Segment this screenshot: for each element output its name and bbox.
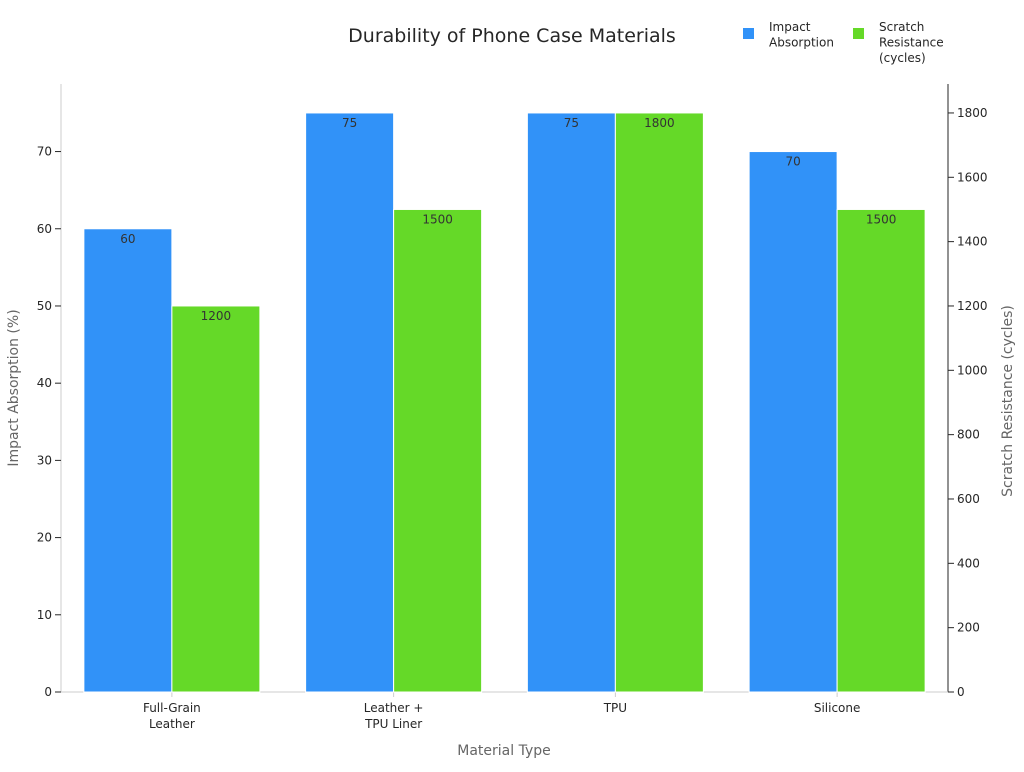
data-labels: 60 75 75 70 1200 1500 1800 1500 [120,116,896,323]
y2-axis-title: Scratch Resistance (cycles) [1000,305,1016,497]
x-tick-label: Leather + TPU Liner [364,701,424,731]
legend-label: Scratch Resistance (cycles) [879,20,944,65]
legend-item-1: Impact Absorption [743,20,834,50]
y-axis-title: Impact Absorption (%) [6,309,22,466]
bar-value-label: 75 [564,116,579,130]
left-tick-label: 20 [37,531,52,545]
right-tick-label: 1000 [957,363,988,377]
bar-value-label: 1200 [201,309,232,323]
bar-series-1 [83,228,173,693]
bar-series-2 [614,112,704,693]
legend: Impact Absorption Scratch Resistance (cycles… [743,20,944,65]
bar-value-label: 1500 [422,212,453,226]
left-tick-label: 50 [37,299,52,313]
right-tick-label: 1400 [957,235,988,249]
x-axis: Full-Grain Leather Leather + TPU Liner TPU Si… [61,691,948,731]
bar-value-label: 1800 [644,116,675,130]
left-tick-label: 10 [37,608,52,622]
left-tick-label: 70 [37,145,52,159]
right-tick-label: 1200 [957,299,988,313]
legend-label: Impact Absorption [769,20,834,50]
legend-item-2: Scratch Resistance (cycles) [853,20,944,65]
left-tick-label: 40 [37,376,52,390]
bar-series-2 [393,208,483,693]
bar-series-2 [836,208,926,693]
bar-value-label: 70 [785,155,800,169]
chart-title: Durability of Phone Case Materials [348,25,676,47]
right-y-axis: 0 200 400 600 800 1000 1200 1400 1600 1800 [947,84,988,699]
bar-series-1 [748,151,838,693]
right-tick-label: 600 [957,492,980,506]
right-tick-label: 1600 [957,170,988,184]
right-tick-label: 1800 [957,106,988,120]
x-tick-label: TPU [603,701,627,715]
x-axis-title: Material Type [457,743,550,759]
left-tick-label: 60 [37,222,52,236]
bars [83,112,926,693]
right-tick-label: 800 [957,428,980,442]
legend-swatch [743,28,754,39]
left-tick-label: 0 [44,685,52,699]
x-tick-label: Full-Grain Leather [143,701,201,731]
bar-value-label: 60 [120,232,135,246]
legend-swatch [853,28,864,39]
bar-value-label: 1500 [866,212,897,226]
x-tick-label: Silicone [814,701,861,715]
bar-series-1 [526,112,616,693]
left-y-axis: 0 10 20 30 40 50 60 70 [37,84,62,699]
right-tick-label: 400 [957,556,980,570]
right-tick-label: 0 [957,685,965,699]
left-tick-label: 30 [37,453,52,467]
right-tick-label: 200 [957,621,980,635]
bar-value-label: 75 [342,116,357,130]
bar-series-1 [305,112,395,693]
bar-series-2 [171,305,261,693]
